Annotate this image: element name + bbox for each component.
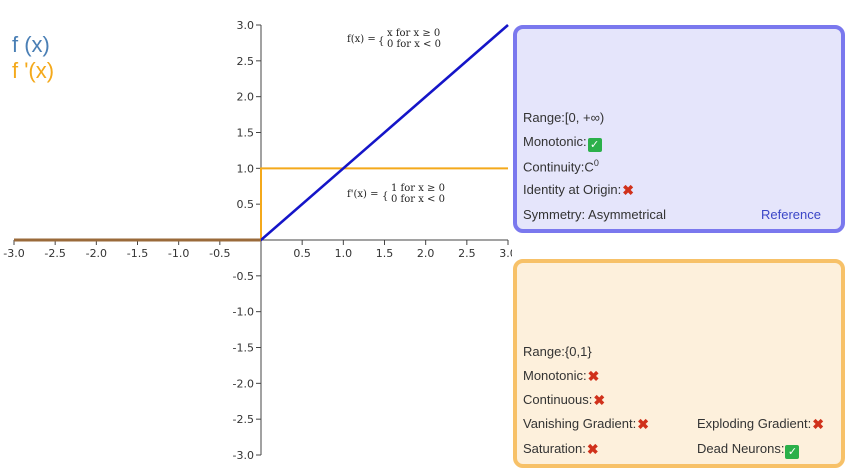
cross-icon: ✖ <box>622 182 635 198</box>
derivative-properties-panel: Range:{0,1} Monotonic:✖ Continuous:✖ Van… <box>513 259 845 468</box>
f-formula-case2: 0 for x < 0 <box>387 39 441 50</box>
y-tick-label: -0.5 <box>233 270 254 283</box>
vanishing-label: Vanishing Gradient: <box>523 416 637 431</box>
cross-icon: ✖ <box>637 416 649 432</box>
cross-icon: ✖ <box>593 392 606 408</box>
function-properties-panel: Range:[0, +∞) Monotonic: ✓ Continuity:C0 … <box>513 25 845 233</box>
saturation-label: Saturation: <box>523 441 586 456</box>
fprime-formula-lhs: f'(x) = <box>347 189 378 200</box>
reference-link[interactable]: Reference <box>761 207 821 222</box>
exploding-row: Exploding Gradient:✖ <box>697 416 824 431</box>
x-tick-label: 2.0 <box>417 247 435 260</box>
range-label: Range: <box>523 110 565 125</box>
legend-f: f (x) <box>12 32 50 57</box>
legend: f (x) f '(x) <box>12 32 54 84</box>
check-icon: ✓ <box>587 138 602 152</box>
dead-neurons-label: Dead Neurons: <box>697 441 785 456</box>
deriv-continuous-label: Continuous: <box>523 392 593 407</box>
dead-neurons-row: Dead Neurons: ✓ <box>697 441 800 459</box>
check-icon: ✓ <box>785 445 800 459</box>
x-tick-label: -0.5 <box>209 247 230 260</box>
x-tick-label: -1.5 <box>127 247 148 260</box>
vanishing-row: Vanishing Gradient:✖ <box>523 416 649 431</box>
fprime-formula-brace: { <box>382 191 388 202</box>
y-tick-label: -3.0 <box>233 449 254 462</box>
identity-row: Identity at Origin:✖ <box>523 182 634 197</box>
identity-label: Identity at Origin: <box>523 182 622 197</box>
f-formula-brace: { <box>378 36 384 47</box>
y-tick-label: 1.5 <box>237 127 255 140</box>
y-tick-label: -1.5 <box>233 342 254 355</box>
continuity-row: Continuity:C0 <box>523 158 599 174</box>
x-tick-label: -3.0 <box>3 247 24 260</box>
f-formula-case1: x for x ≥ 0 <box>387 28 440 39</box>
x-tick-label: 1.5 <box>376 247 394 260</box>
monotonic-row: Monotonic: ✓ <box>523 134 602 152</box>
deriv-continuous-row: Continuous:✖ <box>523 392 605 407</box>
continuity-label: Continuity: <box>523 159 585 175</box>
continuity-sup: 0 <box>593 158 599 168</box>
x-tick-label: 3.0 <box>499 247 512 260</box>
y-tick-label: -1.0 <box>233 306 254 319</box>
fprime-formula: f'(x) = { 1 for x ≥ 0 0 for x < 0 <box>347 183 445 205</box>
relu-plot: -3.0 -2.5 -2.0 -1.5 -1.0 -0.5 0.5 1.0 1.5 2.0 2.5 3… <box>3 19 512 462</box>
deriv-monotonic-label: Monotonic: <box>523 368 587 383</box>
cross-icon: ✖ <box>586 441 599 457</box>
y-tick-label: 1.0 <box>237 162 255 175</box>
y-tick-label: 0.5 <box>237 198 255 211</box>
saturation-row: Saturation:✖ <box>523 441 599 456</box>
deriv-range-label: Range: <box>523 344 565 359</box>
tick-labels: -3.0 -2.5 -2.0 -1.5 -1.0 -0.5 0.5 1.0 1.5 2.0 2.5 3… <box>3 19 512 462</box>
deriv-range-row: Range:{0,1} <box>523 344 592 359</box>
y-tick-label: 2.5 <box>237 55 255 68</box>
range-row: Range:[0, +∞) <box>523 110 604 125</box>
y-tick-label: -2.5 <box>233 413 254 426</box>
x-tick-label: -1.0 <box>168 247 189 260</box>
f-formula-lhs: f(x) = <box>347 34 376 45</box>
range-value: [0, +∞) <box>564 110 605 125</box>
fprime-formula-case1: 1 for x ≥ 0 <box>391 183 445 194</box>
series <box>14 24 509 242</box>
exploding-label: Exploding Gradient: <box>697 416 812 431</box>
y-tick-label: 2.0 <box>237 91 255 104</box>
fprime-formula-case2: 0 for x < 0 <box>391 194 445 205</box>
x-tick-label: 2.5 <box>458 247 476 260</box>
symmetry-row: Symmetry: Asymmetrical <box>523 207 666 222</box>
symmetry-label: Symmetry: <box>523 207 586 222</box>
y-tick-label: -2.0 <box>233 377 254 390</box>
x-tick-label: -2.0 <box>86 247 107 260</box>
cross-icon: ✖ <box>587 368 600 384</box>
f-formula: f(x) = { x for x ≥ 0 0 for x < 0 <box>347 28 441 50</box>
symmetry-value: Asymmetrical <box>588 207 667 222</box>
legend-fprime: f '(x) <box>12 58 55 83</box>
monotonic-label: Monotonic: <box>523 134 587 149</box>
continuity-value: C <box>584 159 594 175</box>
x-tick-label: 0.5 <box>293 247 311 260</box>
deriv-range-value: {0,1} <box>564 344 592 359</box>
x-tick-label: -2.5 <box>44 247 65 260</box>
x-tick-label: 1.0 <box>335 247 353 260</box>
deriv-monotonic-row: Monotonic:✖ <box>523 368 599 383</box>
y-tick-label: 3.0 <box>237 19 255 32</box>
cross-icon: ✖ <box>812 416 824 432</box>
